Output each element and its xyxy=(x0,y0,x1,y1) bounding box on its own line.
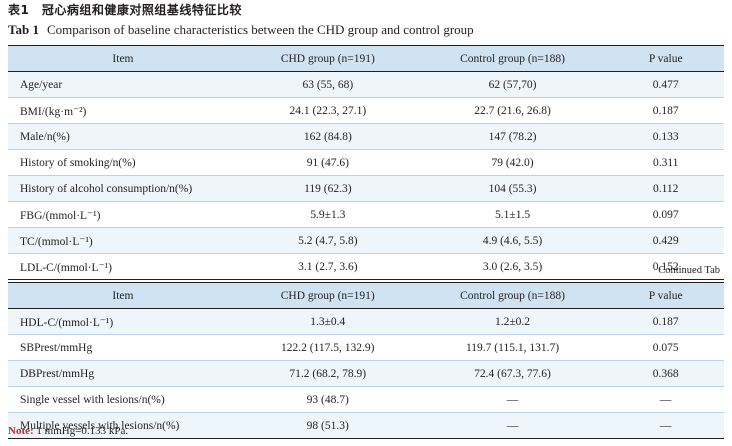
header-chd: CHD group (n=191) xyxy=(237,45,418,72)
header-row: Item CHD group (n=191) Control group (n=… xyxy=(8,282,724,309)
table-row: History of smoking/n(%) 91 (47.6) 79 (42.0… xyxy=(8,149,724,176)
cell-chd: 5.9±1.3 xyxy=(237,201,418,228)
cell-control: 4.9 (4.6, 5.5) xyxy=(417,227,608,254)
baseline-table-continued: Item CHD group (n=191) Control group (n=… xyxy=(8,282,724,439)
continued-label: Continued Tab xyxy=(658,265,720,276)
cell-item: History of smoking/n(%) xyxy=(8,149,238,176)
cell-p-value: — xyxy=(607,386,724,413)
cell-item: FBG/(mmol·L⁻¹) xyxy=(8,201,238,228)
note-text: 1 mmHg=0.133 kPa. xyxy=(33,425,129,437)
cell-chd: 3.1 (2.7, 3.6) xyxy=(237,253,418,280)
table-row: Single vessel with lesions/n(%) 93 (48.7)… xyxy=(8,386,724,413)
cell-control: — xyxy=(417,412,608,439)
cell-chd: 93 (48.7) xyxy=(237,386,418,413)
cell-control: 1.2±0.2 xyxy=(417,308,608,335)
cell-item: DBPrest/mmHg xyxy=(8,360,238,387)
cell-chd: 71.2 (68.2, 78.9) xyxy=(237,360,418,387)
cell-chd: 1.3±0.4 xyxy=(237,308,418,335)
cell-item: Single vessel with lesions/n(%) xyxy=(8,386,238,413)
table-row: Multiple vessels with lesions/n(%) 98 (51… xyxy=(8,412,724,439)
header-control: Control group (n=188) xyxy=(417,45,608,72)
cell-control: 3.0 (2.6, 3.5) xyxy=(417,253,608,280)
cell-p-value: 0.075 xyxy=(607,334,724,361)
cell-p-value: 0.429 xyxy=(607,227,724,254)
cell-chd: 24.1 (22.3, 27.1) xyxy=(237,97,418,124)
cell-chd: 91 (47.6) xyxy=(237,149,418,176)
baseline-table: Item CHD group (n=191) Control group (n=… xyxy=(8,45,724,280)
cell-control: 62 (57,70) xyxy=(417,71,608,98)
note-label: Note: xyxy=(8,425,34,437)
cell-chd: 162 (84.8) xyxy=(237,123,418,150)
table-row: Age/year 63 (55, 68) 62 (57,70) 0.477 xyxy=(8,71,724,98)
cell-p-value: 0.187 xyxy=(607,308,724,335)
table-row: TC/(mmol·L⁻¹) 5.2 (4.7, 5.8) 4.9 (4.6, 5.5… xyxy=(8,227,724,254)
cell-item: BMI/(kg·m⁻²) xyxy=(8,97,238,124)
table-title-chinese: 表1 冠心病组和健康对照组基线特征比较 xyxy=(8,3,242,17)
cell-item: History of alcohol consumption/n(%) xyxy=(8,175,238,202)
header-item: Item xyxy=(8,45,238,72)
cell-p-value: 0.187 xyxy=(607,97,724,124)
cell-item: Male/n(%) xyxy=(8,123,238,150)
table-row: HDL-C/(mmol·L⁻¹) 1.3±0.4 1.2±0.2 0.187 xyxy=(8,308,724,335)
cell-chd: 5.2 (4.7, 5.8) xyxy=(237,227,418,254)
cell-chd: 122.2 (117.5, 132.9) xyxy=(237,334,418,361)
cell-control: 119.7 (115.1, 131.7) xyxy=(417,334,608,361)
cell-p-value: 0.112 xyxy=(607,175,724,202)
header-p-value: P value xyxy=(607,45,724,72)
cell-item: SBPrest/mmHg xyxy=(8,334,238,361)
table-row: DBPrest/mmHg 71.2 (68.2, 78.9) 72.4 (67.3,… xyxy=(8,360,724,387)
cell-chd: 119 (62.3) xyxy=(237,175,418,202)
cell-item: HDL-C/(mmol·L⁻¹) xyxy=(8,308,238,335)
cell-control: 5.1±1.5 xyxy=(417,201,608,228)
header-control: Control group (n=188) xyxy=(417,282,608,309)
cell-p-value: 0.477 xyxy=(607,71,724,98)
table-row: LDL-C/(mmol·L⁻¹) 3.1 (2.7, 3.6) 3.0 (2.6, … xyxy=(8,253,724,280)
cell-control: 22.7 (21.6, 26.8) xyxy=(417,97,608,124)
table-note: Note: 1 mmHg=0.133 kPa. xyxy=(8,425,128,437)
cell-p-value: 0.133 xyxy=(607,123,724,150)
cell-p-value: 0.152 xyxy=(607,253,724,280)
table-title-english: Tab 1 Comparison of baseline characterist… xyxy=(8,22,474,38)
cell-item: Age/year xyxy=(8,71,238,98)
table-label: Tab 1 xyxy=(8,22,39,37)
cell-control: 104 (55.3) xyxy=(417,175,608,202)
table-row: BMI/(kg·m⁻²) 24.1 (22.3, 27.1) 22.7 (21.6,… xyxy=(8,97,724,124)
cell-p-value: 0.368 xyxy=(607,360,724,387)
cell-control: 79 (42.0) xyxy=(417,149,608,176)
table-row: Male/n(%) 162 (84.8) 147 (78.2) 0.133 xyxy=(8,123,724,150)
cell-control: — xyxy=(417,386,608,413)
cell-item: TC/(mmol·L⁻¹) xyxy=(8,227,238,254)
table-row: History of alcohol consumption/n(%) 119 (… xyxy=(8,175,724,202)
table-row: SBPrest/mmHg 122.2 (117.5, 132.9) 119.7 (1… xyxy=(8,334,724,361)
header-p-value: P value xyxy=(607,282,724,309)
cell-p-value: 0.097 xyxy=(607,201,724,228)
cell-item: Multiple vessels with lesions/n(%) xyxy=(8,412,238,439)
cell-control: 72.4 (67.3, 77.6) xyxy=(417,360,608,387)
table-caption: Comparison of baseline characteristics b… xyxy=(46,22,474,37)
header-item: Item xyxy=(8,282,238,309)
cell-p-value: 0.311 xyxy=(607,149,724,176)
cell-item: LDL-C/(mmol·L⁻¹) xyxy=(8,253,238,280)
cell-chd: 98 (51.3) xyxy=(237,412,418,439)
cell-chd: 63 (55, 68) xyxy=(237,71,418,98)
cell-p-value: — xyxy=(607,412,724,439)
header-row: Item CHD group (n=191) Control group (n=… xyxy=(8,45,724,72)
table-row: FBG/(mmol·L⁻¹) 5.9±1.3 5.1±1.5 0.097 xyxy=(8,201,724,228)
header-chd: CHD group (n=191) xyxy=(237,282,418,309)
cell-control: 147 (78.2) xyxy=(417,123,608,150)
